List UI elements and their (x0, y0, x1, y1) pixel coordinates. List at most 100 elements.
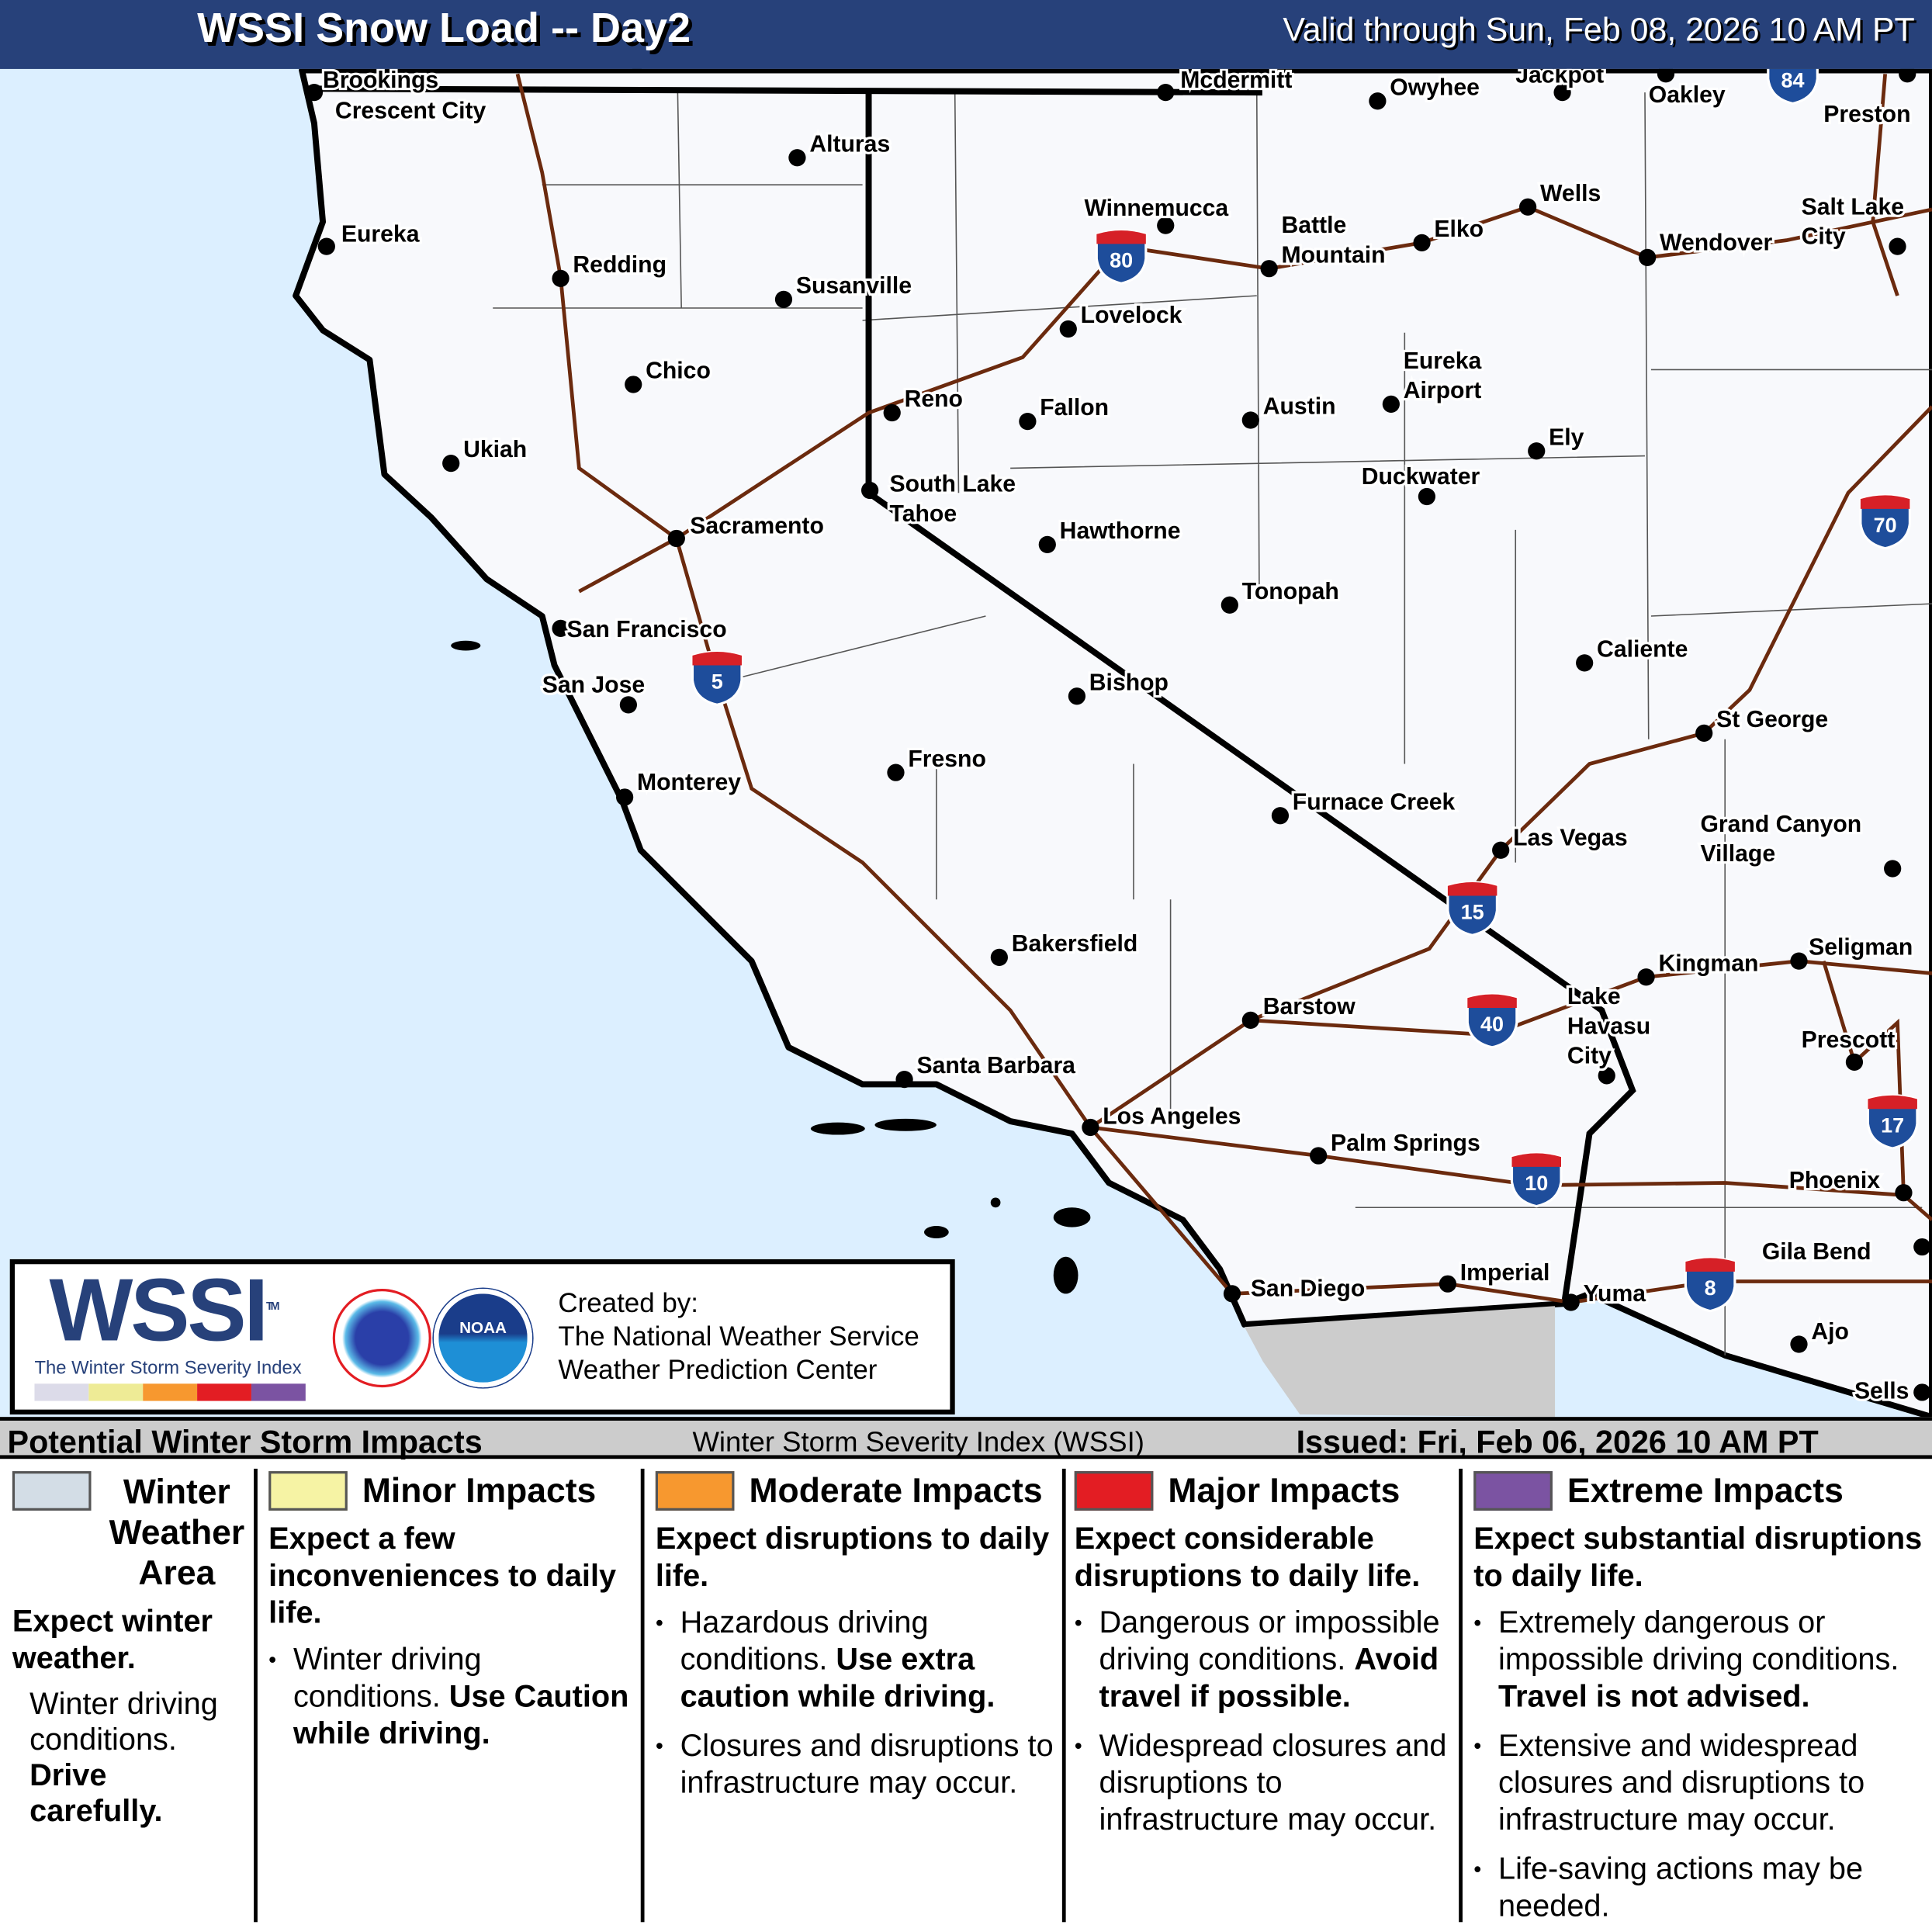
city-label: Las Vegas (1513, 825, 1628, 850)
city-dot (1519, 198, 1537, 216)
city-brookings: Brookings (320, 68, 642, 95)
major-title: Major Impacts (1168, 1471, 1401, 1510)
legend-moderate: Moderate Impacts Expect disruptions to d… (648, 1459, 1062, 1932)
city-dot (1369, 92, 1387, 110)
city-jackpot: Jackpot (1513, 69, 1606, 102)
city-santa-barbara: Santa Barbara (895, 1051, 1078, 1089)
shield-number: 84 (1781, 69, 1805, 92)
city-dot (895, 1070, 913, 1089)
city-label: St George (1716, 707, 1828, 732)
city-dot (1241, 1011, 1259, 1029)
minor-b1b: Use Caution while driving. (293, 1679, 629, 1751)
moderate-b1: Hazardous driving conditions. (680, 1605, 929, 1678)
state-borders (307, 85, 1636, 1300)
city-dot (1019, 412, 1037, 431)
header-bar: WSSI Snow Load -- Day2 Valid through Sun… (0, 0, 1932, 69)
city-label: Oakley (1649, 82, 1726, 108)
city-ukiah: Ukiah (442, 435, 529, 473)
city-seligman: Seligman (1790, 933, 1915, 970)
winter-bold: Drive carefully. (29, 1758, 163, 1829)
city-label: Fallon (1040, 395, 1109, 421)
city-label: Eureka (1404, 348, 1482, 374)
city-crescent-city: Crescent City (305, 83, 489, 126)
map-title: WSSI Snow Load -- Day2 (197, 5, 691, 52)
city-label: Fresno (908, 746, 986, 772)
city-sells: Sells (1852, 1376, 1931, 1407)
city-label: Ely (1549, 424, 1584, 450)
city-dot (317, 237, 335, 255)
city-dot (1260, 260, 1278, 278)
city-dot (1639, 248, 1657, 267)
city-san-jose: San Jose (540, 670, 647, 714)
city-dot (1068, 687, 1086, 705)
city-monterey: Monterey (616, 767, 743, 806)
city-label: Lake (1567, 984, 1621, 1009)
city-label: Eureka (341, 221, 420, 247)
city-sacramento: Sacramento (667, 511, 826, 548)
city-san-diego: San Diego (1223, 1273, 1367, 1304)
city-dot (1157, 216, 1175, 234)
extreme-b2: Extensive and widespread closures and di… (1473, 1727, 1922, 1838)
city-winnemucca: Winnemucca (1082, 193, 1231, 234)
city-label: Wells (1540, 181, 1601, 206)
city-label: Tahoe (890, 501, 957, 527)
city-chico: Chico (625, 355, 713, 393)
city-st-george: St George (1695, 705, 1830, 742)
moderate-sub: Expect disruptions to daily life. (655, 1522, 1050, 1594)
city-label: City (1802, 223, 1846, 249)
city-grand-canyon-village: Grand Canyon Village (1698, 809, 1902, 878)
city-label: Santa Barbara (916, 1053, 1075, 1079)
city-battle-mountain: Battle Mountain (1260, 210, 1388, 278)
winter-swatch (12, 1471, 92, 1511)
winter-title: Winter Weather Area (109, 1472, 245, 1592)
city-san-francisco: San Francisco (552, 615, 729, 645)
valid-time: Valid through Sun, Feb 08, 2026 10 AM PT (1283, 11, 1915, 48)
city-preston: Preston (1821, 68, 1916, 130)
city-label: Chico (646, 358, 711, 384)
legend-extreme: Extreme Impacts Expect substantial disru… (1466, 1459, 1930, 1932)
city-label: Gila Bend (1762, 1239, 1871, 1265)
nws-logo-icon (332, 1289, 431, 1388)
city-dot (1271, 807, 1290, 825)
city-label: San Francisco (566, 617, 726, 642)
city-label: South Lake (890, 472, 1016, 497)
city-label: Alturas (809, 131, 890, 157)
shield-number: 10 (1525, 1172, 1548, 1195)
extreme-title: Extreme Impacts (1567, 1471, 1844, 1510)
city-label: Susanville (796, 273, 912, 299)
city-dot (1598, 1067, 1615, 1085)
city-dot (1038, 535, 1056, 554)
extreme-sub: Expect substantial disruptions to daily … (1473, 1522, 1923, 1594)
city-caliente: Caliente (1576, 634, 1691, 672)
city-label: San Jose (542, 672, 645, 698)
city-dot (887, 763, 905, 781)
org-wpc: Weather Prediction Center (558, 1354, 878, 1385)
city-dot (1899, 68, 1916, 83)
city-label: Barstow (1263, 994, 1356, 1020)
islands (451, 640, 1091, 1294)
city-label: Austin (1263, 394, 1336, 420)
city-dot (774, 290, 793, 308)
extreme-b1: Extremely dangerous or impossible drivin… (1498, 1605, 1899, 1678)
city-dot (1576, 654, 1594, 672)
major-b1b: Avoid travel if possible. (1099, 1642, 1439, 1714)
interstate-shield-40: 40 (1466, 992, 1518, 1049)
city-prescott: Prescott (1799, 1025, 1898, 1071)
city-dot (861, 481, 879, 500)
city-label: Mountain (1282, 242, 1386, 268)
interstate-shield-70: 70 (1859, 493, 1911, 550)
city-alturas: Alturas (788, 129, 892, 167)
city-dot (632, 68, 642, 71)
city-dot (883, 403, 901, 422)
interstate-shield-8: 8 (1684, 1256, 1736, 1313)
city-dot (625, 376, 642, 393)
moderate-swatch (655, 1471, 735, 1511)
city-label: Owyhee (1390, 74, 1480, 100)
interstate-shield-5: 5 (691, 650, 743, 706)
city-dot (1418, 487, 1436, 506)
city-dot (1884, 860, 1902, 878)
city-label: Furnace Creek (1293, 789, 1456, 815)
winter-text: Winter driving conditions. (29, 1686, 218, 1757)
city-dot (1241, 411, 1259, 429)
city-label: Village (1700, 841, 1775, 867)
